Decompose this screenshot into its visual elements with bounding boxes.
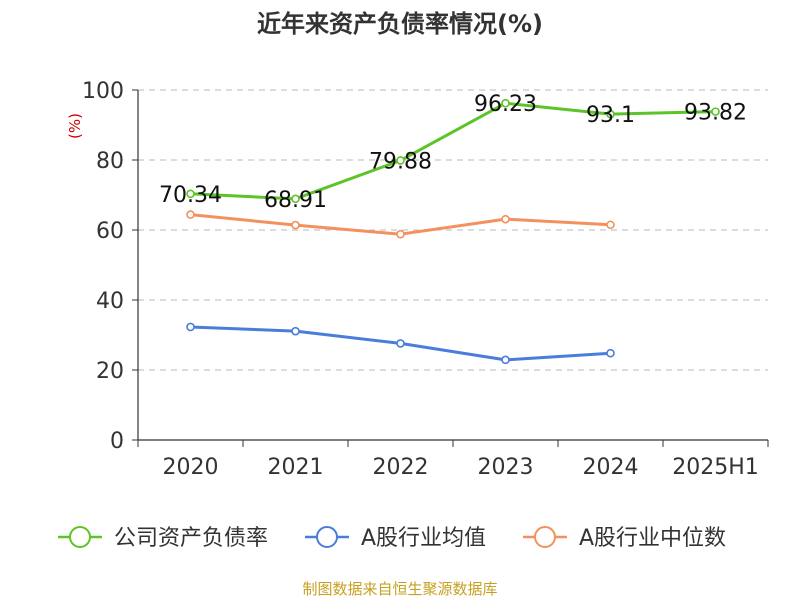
legend-marker-2 [534, 526, 556, 548]
data-point-0-2025H1 [711, 107, 720, 116]
data-point-1-2023 [501, 355, 510, 365]
x-tick-label-2023: 2023 [478, 455, 534, 480]
x-tick-label-2025H1: 2025H1 [672, 455, 759, 480]
legend-label-1: A股行业均值 [361, 526, 486, 551]
data-label-2022: 79.88 [369, 149, 432, 174]
data-label-2020: 70.34 [159, 183, 222, 208]
x-tick-label-2020: 2020 [163, 455, 219, 480]
data-labels: 70.34 68.91 79.88 96.23 93.1 93.82 [159, 92, 747, 213]
data-label-2021: 68.91 [264, 188, 327, 213]
data-label-2024: 93.1 [586, 103, 635, 128]
data-label-2025H1: 93.82 [684, 101, 747, 126]
y-tick-label-60: 60 [96, 219, 124, 244]
data-point-0-2023 [501, 98, 510, 108]
series-line-0 [190, 101, 716, 201]
y-tick-label-80: 80 [96, 149, 124, 174]
y-tick-label-100: 100 [82, 79, 124, 104]
data-point-0-2022 [396, 156, 405, 165]
data-label-2023: 96.23 [474, 92, 537, 117]
legend-marker-0 [69, 526, 91, 548]
data-point-0-2020 [186, 189, 195, 199]
data-point-2-2020 [186, 210, 195, 219]
chart-title: 近年来资产负债率情况(%) [257, 10, 543, 38]
data-point-0-2021 [291, 194, 300, 204]
data-point-2-2021 [291, 220, 300, 230]
data-point-1-2020 [186, 322, 195, 332]
legend-label-0: 公司资产负债率 [114, 526, 268, 551]
data-point-1-2022 [396, 339, 405, 348]
series-group [186, 98, 720, 365]
legend-label-2: A股行业中位数 [579, 526, 726, 551]
source-note: 制图数据来自恒生聚源数据库 [302, 580, 497, 598]
y-tick-label-40: 40 [96, 289, 124, 314]
data-point-2-2022 [396, 229, 405, 239]
data-point-2-2023 [501, 214, 510, 224]
x-tick-label-2022: 2022 [373, 455, 429, 480]
data-point-0-2024 [606, 109, 615, 119]
y-tick-label-0: 0 [110, 429, 124, 454]
y-axis-label: (%) [66, 113, 84, 139]
x-tick-label-2021: 2021 [268, 455, 324, 480]
data-point-1-2024 [606, 348, 615, 358]
axes: 0 20 40 60 80 100 2020 2021 2022 2023 2024 2025H1 [82, 79, 769, 480]
legend-marker-1 [316, 526, 338, 548]
data-point-2-2024 [606, 220, 615, 230]
x-tick-label-2024: 2024 [583, 455, 639, 480]
legend: 公司资产负债率 A股行业均值 A股行业中位数 [58, 526, 726, 551]
grid-lines [138, 89, 768, 371]
data-point-1-2021 [291, 326, 300, 336]
y-tick-label-20: 20 [96, 359, 124, 384]
